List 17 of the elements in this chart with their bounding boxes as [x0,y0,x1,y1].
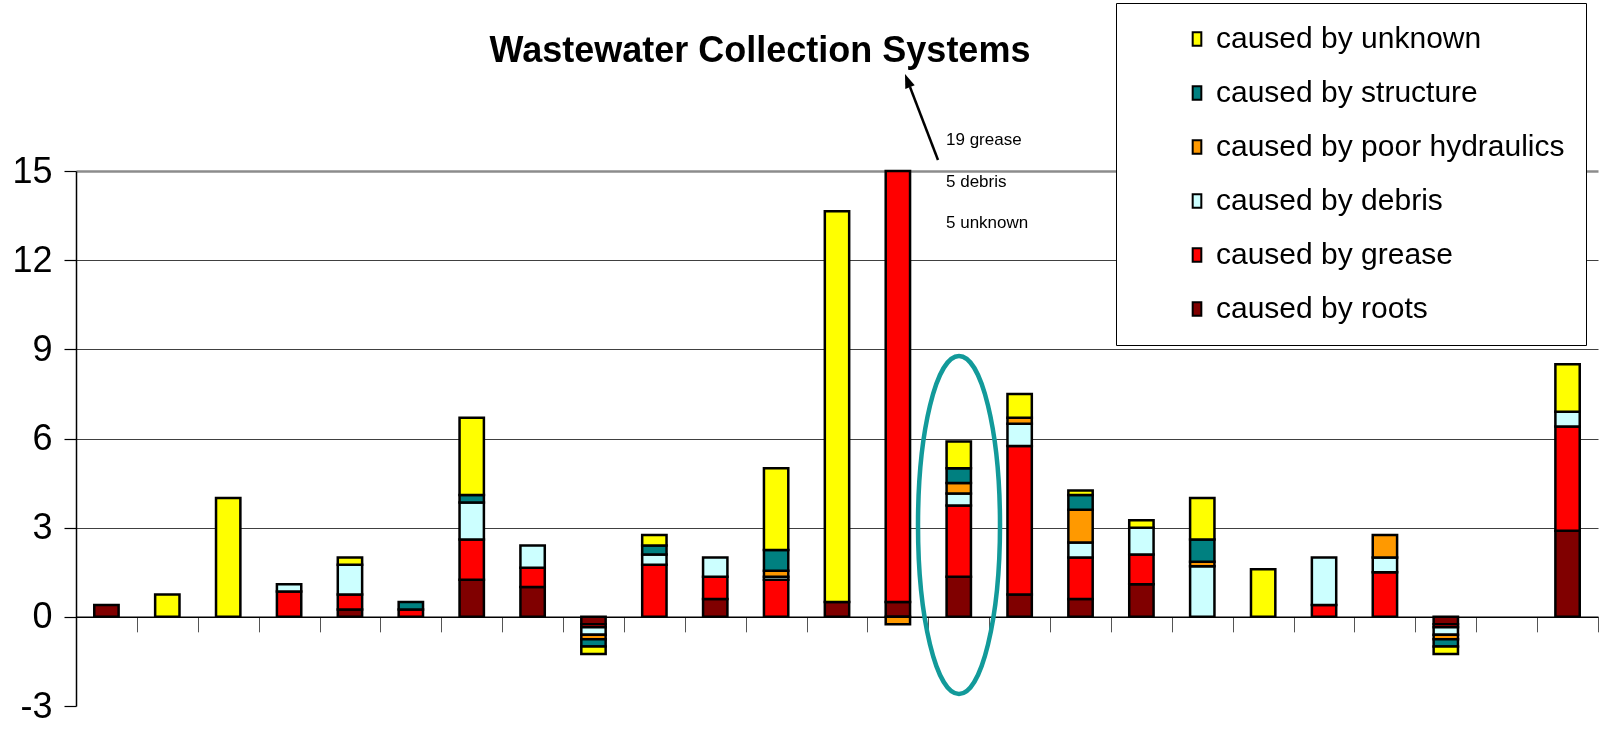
legend-label: caused by structure [1216,75,1478,108]
y-tick-label: 9 [32,327,53,369]
y-tick-label: 0 [32,595,53,637]
y-tick-label: 3 [32,506,53,548]
text: 19 grease [946,130,1022,149]
chart-title: Wastewater Collection Systems [489,29,1031,70]
y-tick-label: 6 [32,417,53,458]
y-tick-label: 12 [12,238,53,280]
legend-label: caused by debris [1216,183,1443,216]
y-tick-label: 15 [12,149,53,191]
legend-label: caused by unknown [1216,21,1482,54]
legend-label: caused by grease [1216,237,1453,270]
y-tick-label: -3 [20,684,53,726]
annotation: 5 unknown [946,213,1029,232]
annotation: 5 debris [946,171,1007,191]
legend-label: caused by poor hydraulics [1216,129,1565,162]
legend-label: caused by roots [1216,291,1428,324]
